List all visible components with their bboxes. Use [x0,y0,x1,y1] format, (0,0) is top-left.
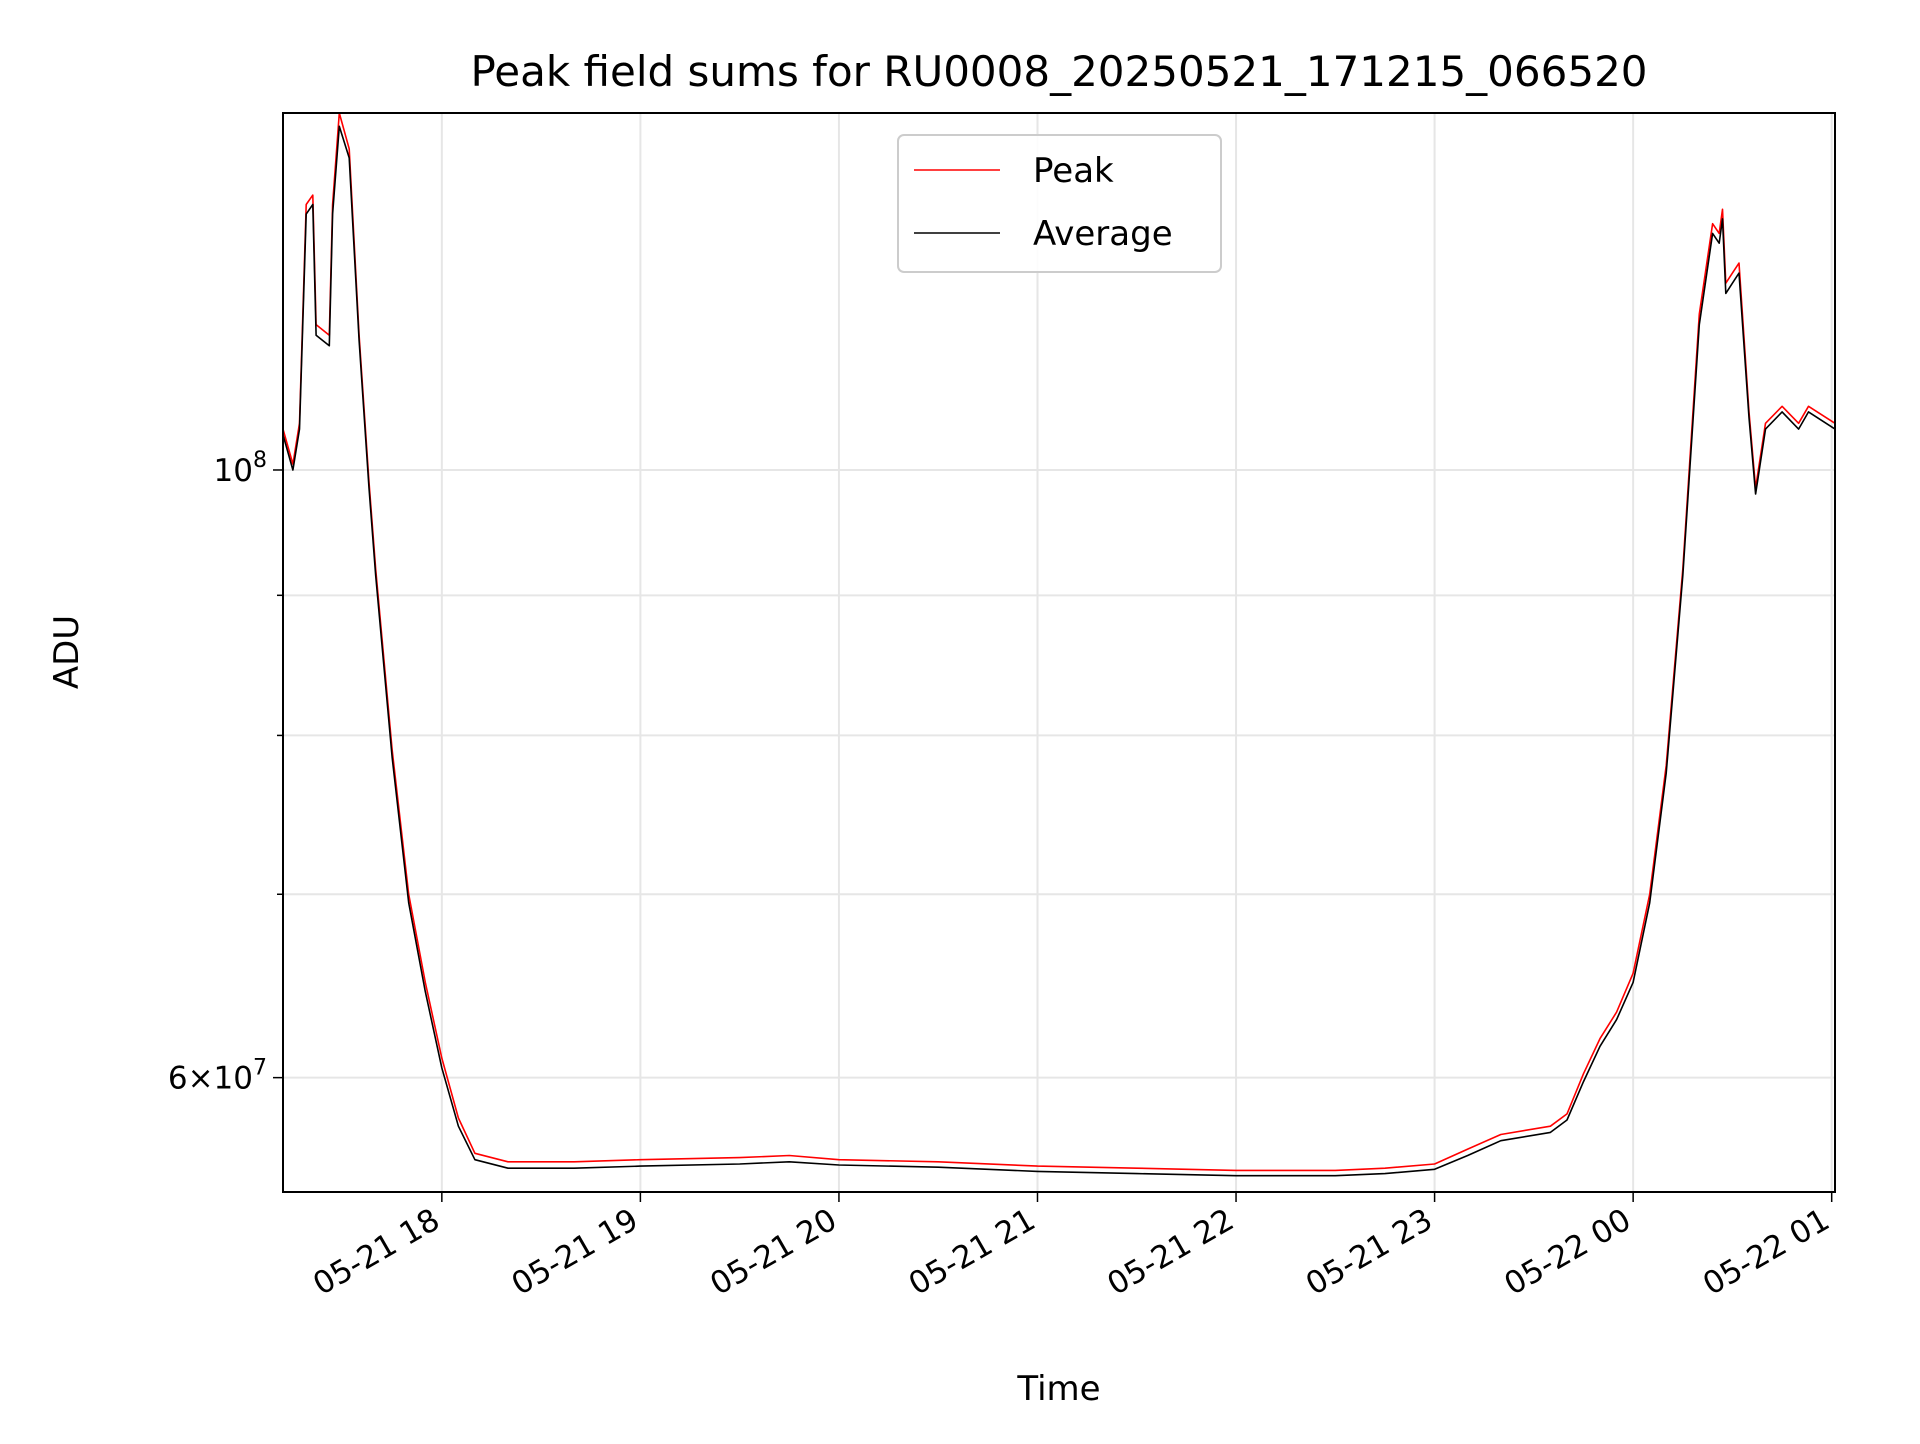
y-axis-label: ADU [47,615,87,689]
chart-title: Peak field sums for RU0008_20250521_1712… [470,47,1647,96]
x-axis-label: Time [1016,1369,1100,1409]
legend-label-average: Average [1033,214,1173,254]
legend-label-peak: Peak [1033,151,1114,191]
series-line-average [282,125,1836,1177]
y-tick-label: 6×107 [168,1056,267,1097]
plot-frame [282,112,1836,1193]
legend: Peak Average [897,134,1222,273]
grid [283,113,1835,1192]
y-tick-label: 108 [214,448,267,489]
plot-series [282,112,1836,1177]
